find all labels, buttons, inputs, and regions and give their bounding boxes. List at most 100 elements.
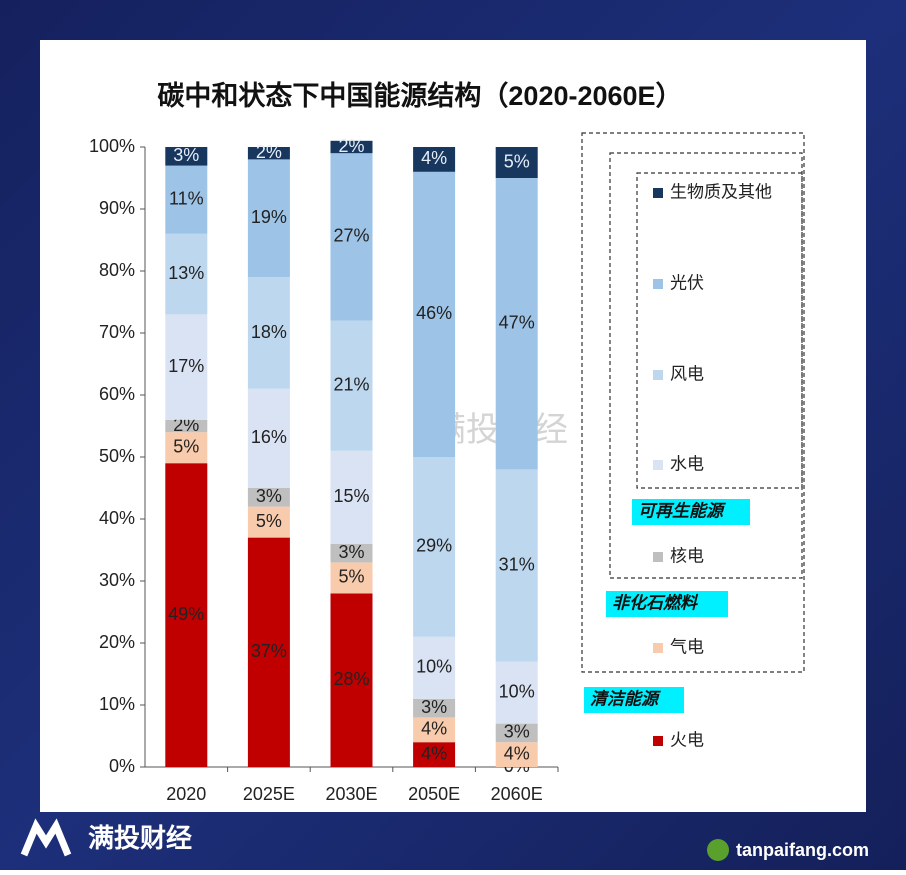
data-label: 21% (333, 374, 369, 394)
data-label: 5% (173, 436, 199, 456)
data-label: 49% (168, 604, 204, 624)
data-label: 10% (499, 681, 535, 701)
bar-segment (495, 661, 538, 724)
bar-segment (413, 636, 456, 699)
data-label: 47% (499, 312, 535, 332)
data-label: 19% (251, 207, 287, 227)
legend-label: 生物质及其他 (670, 182, 772, 201)
footer-logo (20, 818, 72, 857)
data-label: 29% (416, 536, 452, 556)
bar-segment (330, 140, 373, 154)
y-tick-label: 60% (99, 384, 135, 404)
x-tick-label: 2025E (243, 784, 295, 804)
x-tick-label: 2030E (325, 784, 377, 804)
legend-swatch (653, 188, 663, 198)
legend-swatch (653, 279, 663, 289)
x-tick-label: 2020 (166, 784, 206, 804)
legend-label: 水电 (670, 454, 704, 473)
legend-group-bg (606, 591, 728, 617)
bar-segment (495, 469, 538, 662)
data-label: 2% (256, 142, 282, 162)
data-label: 28% (333, 669, 369, 689)
legend-swatch (653, 552, 663, 562)
x-tick-label: 2050E (408, 784, 460, 804)
data-label: 27% (333, 226, 369, 246)
bar-segment (413, 717, 456, 743)
bar-segment (165, 463, 208, 767)
bar-segment (495, 178, 538, 470)
bar-segment (495, 147, 538, 178)
bar-segment (165, 314, 208, 420)
bar-segment (330, 320, 373, 451)
frame-renewable (636, 172, 803, 489)
bar-segment (165, 419, 208, 433)
data-label: 4% (504, 743, 530, 763)
y-tick-label: 30% (99, 570, 135, 590)
bar-segment (247, 506, 290, 538)
footer-brand: 满投财经 (88, 823, 192, 853)
bar-segment (247, 277, 290, 389)
legend-swatch (653, 736, 663, 746)
y-tick-label: 10% (99, 694, 135, 714)
bar-segment (413, 698, 456, 718)
data-label: 31% (499, 554, 535, 574)
legend-group-bg (584, 687, 684, 713)
site-icon (707, 839, 729, 861)
data-label: 17% (168, 356, 204, 376)
bar-segment (165, 233, 208, 315)
legend-group-label: 可再生能源 (638, 501, 726, 520)
bar-segment (413, 147, 456, 172)
y-tick-label: 70% (99, 322, 135, 342)
data-label: 5% (504, 151, 530, 171)
legend-label: 风电 (670, 364, 704, 383)
bar-segment (247, 388, 290, 488)
data-label: 10% (416, 657, 452, 677)
data-label: 2% (338, 136, 364, 156)
legend-label: 火电 (670, 730, 704, 749)
bar-segment (165, 432, 208, 464)
bar-segment (413, 171, 456, 458)
legend-group-label: 非化石燃料 (612, 593, 699, 612)
bar-segment (165, 147, 208, 166)
y-tick-label: 50% (99, 446, 135, 466)
legend-swatch (653, 643, 663, 653)
legend-group-label: 清洁能源 (590, 689, 661, 708)
footer-site: tanpaifang.com (736, 840, 869, 860)
data-label: 18% (251, 322, 287, 342)
legend-swatch (653, 460, 663, 470)
x-tick-label: 2060E (491, 784, 543, 804)
y-tick-label: 0% (109, 756, 135, 776)
bar-segment (413, 742, 456, 767)
bar-segment (247, 537, 290, 767)
y-tick-label: 40% (99, 508, 135, 528)
y-tick-label: 100% (89, 136, 135, 156)
bar-segment (330, 562, 373, 594)
data-label: 3% (338, 542, 364, 562)
data-label: 4% (421, 743, 447, 763)
bar-segment (247, 159, 290, 278)
data-label: 3% (421, 697, 447, 717)
bar-segment (495, 742, 538, 767)
y-tick-label: 90% (99, 198, 135, 218)
legend-frames (581, 132, 805, 673)
bar-segment (330, 153, 373, 321)
data-label: 15% (333, 486, 369, 506)
y-tick-label: 20% (99, 632, 135, 652)
data-label: 46% (416, 303, 452, 323)
data-label: 11% (169, 188, 204, 208)
data-label: 5% (338, 567, 364, 587)
data-label: 37% (251, 641, 287, 661)
legend-swatch (653, 370, 663, 380)
y-tick-label: 80% (99, 260, 135, 280)
data-label: 5% (256, 511, 282, 531)
chart-title: 碳中和状态下中国能源结构（2020-2060E） (157, 80, 682, 111)
legend-label: 核电 (670, 546, 704, 565)
bar-segment (495, 723, 538, 743)
frame-clean (581, 132, 805, 673)
bar-segment (247, 147, 290, 160)
data-label: 3% (173, 145, 199, 165)
bar-segment (330, 543, 373, 563)
data-label: 4% (421, 719, 447, 739)
data-label: 4% (421, 148, 447, 168)
